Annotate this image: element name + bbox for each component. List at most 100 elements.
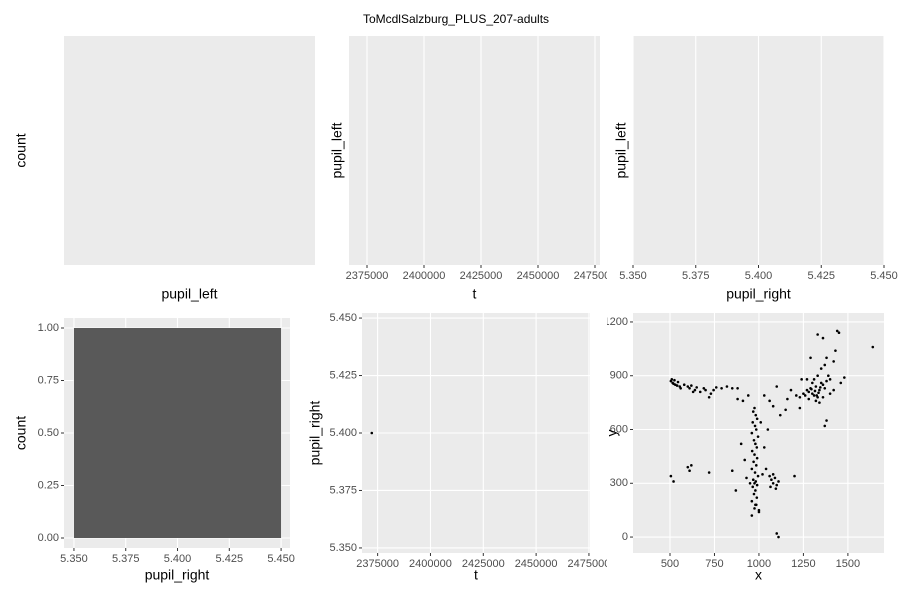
x-tick-label: 2450000 (517, 270, 560, 282)
y-tick-label: 5.425 (329, 369, 357, 381)
point (823, 363, 827, 367)
point (746, 394, 750, 397)
point (702, 386, 706, 390)
point (736, 386, 739, 390)
y-tick-label: 300 (610, 477, 628, 489)
point (755, 446, 759, 449)
point (789, 388, 793, 392)
figure-title: ToMcdlSalzburg_PLUS_207-adults (363, 12, 549, 26)
point (769, 485, 772, 489)
point (750, 467, 754, 471)
x-tick-label: 5.425 (807, 270, 835, 282)
point (751, 421, 755, 424)
panel (632, 36, 885, 265)
panel-background (349, 36, 600, 265)
point (698, 390, 702, 394)
point (771, 404, 775, 408)
point (837, 331, 841, 335)
point (682, 383, 686, 386)
point (751, 478, 755, 481)
point (810, 387, 813, 391)
x-tick-label: 2475000 (568, 558, 611, 570)
panel (362, 313, 590, 553)
panel (349, 36, 600, 265)
tick-labels: 5.350 5.375 5.400 5.425 5.450 0.00 0.25 0.50 0.7… (38, 322, 295, 565)
y-axis-label: pupil_left (613, 122, 629, 178)
point (688, 386, 691, 390)
y-tick-label: 5.450 (329, 312, 357, 324)
x-axis-label: t (473, 286, 477, 302)
point (771, 473, 775, 476)
point (756, 474, 760, 478)
y-tick-label: 0.00 (38, 532, 59, 544)
y-tick-label: 1200 (604, 316, 628, 328)
point (753, 481, 756, 485)
point (673, 378, 676, 382)
point (770, 478, 773, 481)
point (755, 456, 759, 460)
point (725, 385, 729, 388)
point (814, 385, 818, 388)
point (750, 431, 754, 435)
y-tick-label: 5.350 (329, 542, 357, 554)
x-tick-label: 2425000 (460, 270, 503, 282)
point (871, 345, 875, 349)
point (686, 465, 690, 469)
point (754, 464, 758, 467)
y-tick-label: 5.375 (329, 484, 357, 496)
x-tick-label: 2400000 (403, 270, 446, 282)
point (753, 406, 756, 410)
point (773, 476, 777, 480)
point (798, 395, 802, 399)
point (816, 333, 819, 336)
point (777, 480, 780, 483)
point (814, 399, 818, 403)
point (757, 510, 761, 514)
tick-labels: 2375000 2400000 2425000 2450000 2475000 (346, 270, 607, 282)
point (741, 399, 745, 403)
point (798, 406, 802, 410)
point (751, 485, 755, 489)
y-tick-label: 0.50 (38, 427, 59, 439)
y-tick-label: 0.25 (38, 479, 59, 491)
point (786, 397, 789, 401)
x-tick-label: 5.350 (619, 270, 647, 282)
x-tick-label: 5.450 (870, 270, 898, 282)
point (816, 374, 819, 378)
point (818, 401, 821, 404)
point (819, 386, 822, 389)
point (802, 392, 805, 395)
point (707, 395, 711, 399)
y-tick-label: 600 (610, 423, 628, 435)
tick-labels: 5.350 5.375 5.400 5.425 5.450 (619, 270, 898, 282)
point (819, 381, 823, 385)
point (686, 385, 690, 388)
point (828, 378, 832, 381)
x-tick-label: 5.375 (112, 553, 140, 565)
x-tick-label: 5.425 (216, 553, 244, 565)
point (734, 489, 738, 492)
point (750, 499, 754, 503)
point (752, 460, 755, 464)
point (795, 394, 798, 397)
point (817, 391, 820, 395)
point (764, 467, 768, 471)
x-tick-label: 2425000 (462, 558, 505, 570)
point (743, 458, 747, 462)
point (672, 480, 675, 483)
point (775, 483, 779, 487)
point (762, 394, 766, 397)
point (759, 421, 763, 424)
point (771, 481, 775, 485)
tick-labels: 500 750 1000 1250 1500 0 300 600 900 1200 (604, 316, 860, 570)
point (768, 474, 771, 478)
point (825, 379, 828, 383)
point (812, 378, 816, 381)
point (775, 532, 779, 535)
point (835, 329, 839, 333)
x-tick-label: 5.375 (682, 270, 710, 282)
point (768, 399, 771, 403)
point (807, 397, 811, 401)
point (757, 508, 761, 512)
